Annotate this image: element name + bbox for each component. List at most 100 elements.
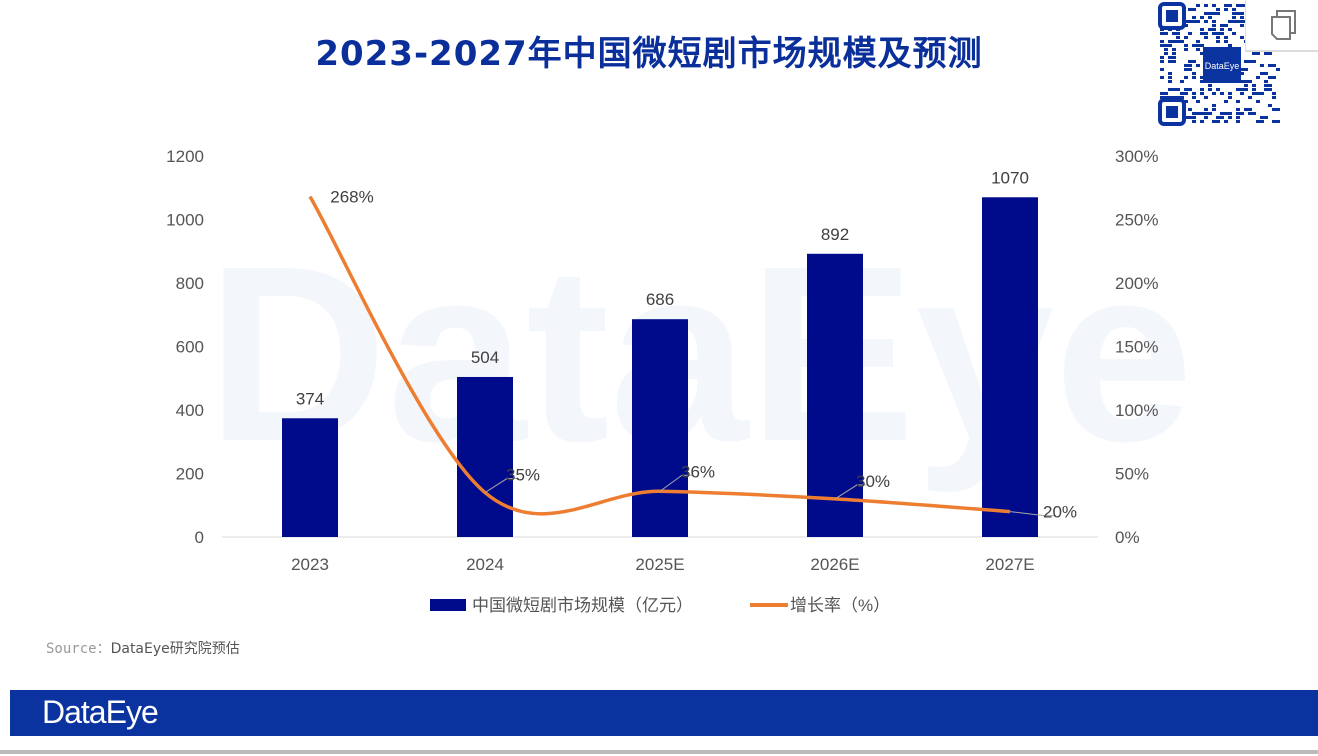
- qr-module: [1172, 52, 1176, 55]
- qr-module: [1244, 88, 1248, 91]
- qr-module: [1168, 60, 1172, 63]
- qr-module: [1260, 92, 1264, 95]
- qr-module: [1188, 64, 1192, 67]
- qr-module: [1184, 64, 1188, 67]
- copy-icon: [1270, 10, 1296, 40]
- qr-module: [1264, 116, 1268, 119]
- qr-module: [1236, 112, 1240, 115]
- qr-module: [1184, 100, 1188, 103]
- dataeye-logo: DataEye: [42, 694, 159, 730]
- qr-module: [1252, 52, 1256, 55]
- qr-module: [1184, 68, 1188, 71]
- qr-module: [1212, 108, 1216, 111]
- right-axis-tick: 200%: [1115, 274, 1158, 293]
- qr-module: [1196, 112, 1200, 115]
- qr-module: [1216, 8, 1220, 11]
- qr-module: [1192, 76, 1196, 79]
- qr-module: [1240, 36, 1244, 39]
- qr-module: [1260, 120, 1264, 123]
- qr-module: [1164, 44, 1168, 47]
- qr-module: [1248, 112, 1252, 115]
- qr-module: [1176, 36, 1180, 39]
- qr-module: [1224, 112, 1228, 115]
- bar-data-label: 1070: [991, 168, 1029, 187]
- watermark: DataEye: [207, 214, 1194, 493]
- qr-module: [1188, 8, 1192, 11]
- qr-module: [1252, 60, 1256, 63]
- qr-module: [1200, 88, 1204, 91]
- qr-module: [1216, 88, 1220, 91]
- qr-module: [1236, 88, 1240, 91]
- qr-module: [1236, 116, 1240, 119]
- qr-module: [1232, 20, 1236, 23]
- qr-module: [1200, 32, 1204, 35]
- qr-module: [1268, 104, 1272, 107]
- qr-module: [1168, 76, 1172, 79]
- qr-module: [1212, 32, 1216, 35]
- qr-module: [1272, 76, 1276, 79]
- qr-finder-center: [1166, 10, 1178, 22]
- qr-module: [1184, 48, 1188, 51]
- qr-module: [1168, 72, 1172, 75]
- qr-module: [1224, 100, 1228, 103]
- qr-module: [1168, 56, 1172, 59]
- qr-module: [1220, 112, 1224, 115]
- qr-module: [1212, 24, 1216, 27]
- copy-button[interactable]: [1245, 0, 1318, 52]
- line-data-label: 30%: [856, 472, 890, 491]
- qr-module: [1228, 112, 1232, 115]
- qr-module: [1176, 88, 1180, 91]
- data-label-leader: [1009, 511, 1056, 517]
- qr-module: [1160, 60, 1164, 63]
- line-data-label: 35%: [506, 466, 540, 485]
- legend-bar-swatch: [430, 599, 466, 611]
- qr-module: [1236, 12, 1240, 15]
- qr-module: [1184, 76, 1188, 79]
- qr-module: [1224, 8, 1228, 11]
- qr-module: [1192, 16, 1196, 19]
- qr-module: [1220, 116, 1224, 119]
- qr-module: [1276, 68, 1280, 71]
- qr-module: [1236, 20, 1240, 23]
- qr-module: [1272, 120, 1276, 123]
- qr-module: [1200, 76, 1204, 79]
- qr-module: [1244, 60, 1248, 63]
- qr-module: [1160, 40, 1164, 43]
- qr-module: [1192, 120, 1196, 123]
- qr-module: [1240, 72, 1244, 75]
- qr-finder-center: [1166, 106, 1178, 118]
- data-label-leader: [484, 478, 519, 493]
- qr-module: [1208, 88, 1212, 91]
- qr-module: [1160, 96, 1164, 99]
- qr-module: [1200, 120, 1204, 123]
- qr-module: [1268, 52, 1272, 55]
- qr-module: [1272, 64, 1276, 67]
- qr-module: [1200, 80, 1204, 83]
- qr-module: [1252, 84, 1256, 87]
- qr-module: [1216, 120, 1220, 123]
- qr-module: [1212, 120, 1216, 123]
- qr-module: [1184, 88, 1188, 91]
- qr-module: [1164, 48, 1168, 51]
- x-axis-tick: 2023: [291, 555, 329, 574]
- qr-module: [1252, 92, 1256, 95]
- left-axis-tick: 0: [195, 528, 204, 547]
- qr-module: [1172, 88, 1176, 91]
- qr-module: [1176, 32, 1180, 35]
- qr-module: [1168, 96, 1172, 99]
- qr-module: [1216, 36, 1220, 39]
- qr-module: [1268, 64, 1272, 67]
- qr-module: [1264, 52, 1268, 55]
- qr-module: [1240, 24, 1244, 27]
- qr-module: [1188, 108, 1192, 111]
- qr-module: [1260, 64, 1264, 67]
- line-data-label: 36%: [681, 462, 715, 481]
- qr-module: [1236, 100, 1240, 103]
- qr-module: [1184, 24, 1188, 27]
- qr-module: [1180, 92, 1184, 95]
- qr-module: [1268, 88, 1272, 91]
- qr-module: [1172, 32, 1176, 35]
- qr-module: [1192, 20, 1196, 23]
- qr-module: [1212, 28, 1216, 31]
- qr-module: [1240, 112, 1244, 115]
